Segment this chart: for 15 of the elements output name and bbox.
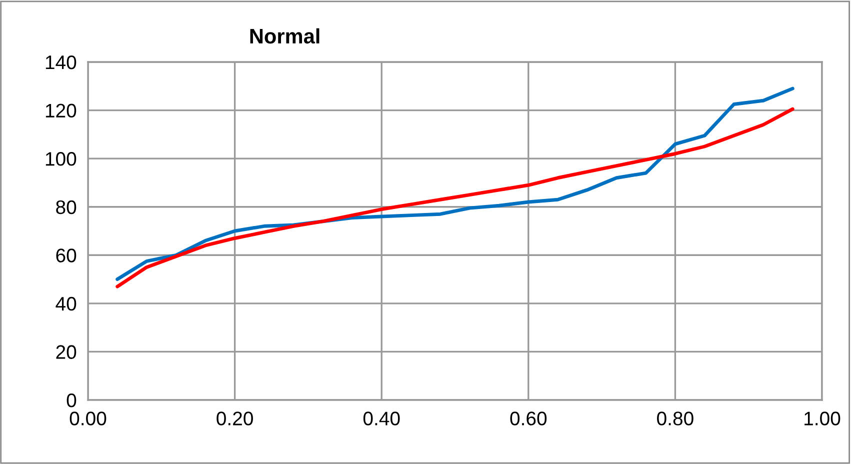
y-tick-label: 120	[46, 104, 76, 118]
x-tick-label: 0.00	[70, 412, 106, 426]
x-tick-label: 0.20	[216, 412, 253, 426]
y-tick-label: 20	[56, 345, 76, 359]
x-tick-label: 0.80	[657, 412, 694, 426]
chart-title: Normal	[250, 28, 320, 44]
y-tick-label: 40	[56, 296, 76, 311]
y-tick-label: 0	[66, 393, 76, 408]
y-tick-label: 80	[56, 200, 76, 214]
x-tick-label: 1.00	[804, 412, 840, 426]
y-tick-label: 60	[56, 248, 76, 262]
x-tick-label: 0.40	[363, 412, 400, 426]
y-tick-label: 140	[46, 55, 76, 70]
x-tick-label: 0.60	[510, 412, 547, 426]
y-tick-label: 100	[46, 152, 76, 166]
